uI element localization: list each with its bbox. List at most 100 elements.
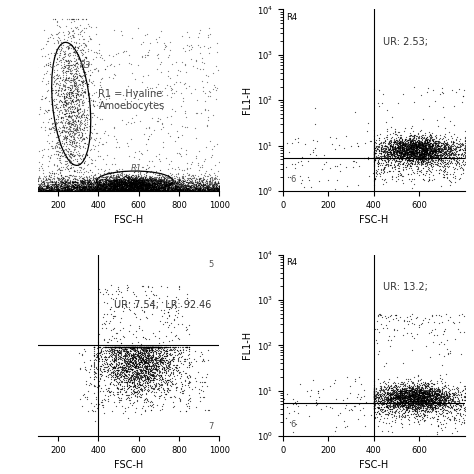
Point bbox=[147, 180, 155, 188]
Point bbox=[424, 392, 431, 400]
Point bbox=[70, 127, 77, 135]
Point bbox=[172, 185, 180, 192]
Point bbox=[149, 181, 157, 189]
Point bbox=[115, 346, 123, 354]
Point bbox=[422, 139, 429, 146]
Point bbox=[37, 176, 45, 184]
Point bbox=[420, 386, 428, 394]
Point bbox=[156, 351, 164, 359]
Point bbox=[413, 142, 420, 149]
Point bbox=[124, 184, 132, 191]
Point bbox=[410, 396, 418, 404]
Point bbox=[151, 176, 159, 184]
Point bbox=[189, 180, 196, 187]
Point bbox=[142, 374, 149, 381]
Point bbox=[210, 185, 218, 192]
Point bbox=[111, 184, 118, 192]
Point bbox=[116, 177, 124, 185]
Point bbox=[77, 182, 84, 189]
Point bbox=[138, 306, 146, 313]
Point bbox=[111, 343, 118, 351]
Point bbox=[415, 394, 422, 402]
Point bbox=[98, 184, 105, 191]
Point bbox=[439, 139, 447, 147]
Point bbox=[119, 185, 127, 192]
Point bbox=[125, 186, 133, 194]
Point bbox=[398, 137, 405, 145]
Point bbox=[123, 173, 130, 181]
Point bbox=[442, 153, 449, 161]
Point bbox=[143, 345, 150, 353]
Point bbox=[180, 180, 187, 187]
Point bbox=[374, 375, 382, 383]
Point bbox=[422, 399, 429, 406]
Point bbox=[382, 163, 389, 171]
Point bbox=[402, 143, 410, 150]
Point bbox=[123, 181, 131, 189]
Point bbox=[164, 179, 171, 187]
Point bbox=[212, 180, 220, 188]
Point bbox=[127, 372, 134, 380]
Point bbox=[437, 155, 445, 163]
Point bbox=[68, 186, 76, 193]
Point bbox=[93, 175, 100, 183]
Point bbox=[57, 115, 65, 122]
Point bbox=[138, 179, 146, 186]
Point bbox=[435, 319, 443, 327]
Point bbox=[117, 175, 125, 183]
Point bbox=[433, 311, 440, 319]
Point bbox=[356, 432, 364, 440]
Point bbox=[412, 143, 420, 151]
Point bbox=[378, 161, 385, 168]
Point bbox=[125, 365, 132, 373]
Point bbox=[215, 180, 223, 187]
Point bbox=[123, 181, 131, 188]
Point bbox=[202, 182, 210, 190]
Point bbox=[208, 185, 215, 193]
Point bbox=[195, 179, 202, 187]
Point bbox=[135, 182, 142, 190]
Point bbox=[111, 343, 118, 351]
Point bbox=[177, 179, 185, 186]
Point bbox=[408, 137, 415, 145]
Point bbox=[118, 366, 126, 374]
Point bbox=[121, 180, 129, 188]
Point bbox=[148, 356, 156, 363]
Point bbox=[156, 371, 164, 379]
Point bbox=[427, 145, 434, 153]
Point bbox=[152, 187, 159, 195]
Point bbox=[148, 343, 156, 351]
Point bbox=[143, 185, 151, 192]
Point bbox=[110, 181, 118, 188]
Point bbox=[440, 388, 447, 396]
Point bbox=[105, 346, 113, 353]
Point bbox=[408, 391, 415, 398]
Point bbox=[424, 146, 431, 154]
Point bbox=[96, 182, 104, 190]
Point bbox=[86, 66, 94, 73]
Point bbox=[100, 364, 108, 371]
Point bbox=[387, 405, 395, 413]
Point bbox=[61, 181, 68, 188]
Point bbox=[401, 164, 409, 171]
Point bbox=[400, 146, 408, 153]
Point bbox=[399, 153, 407, 160]
Point bbox=[156, 167, 164, 174]
Point bbox=[414, 143, 422, 151]
Point bbox=[132, 177, 139, 184]
Point bbox=[453, 140, 461, 147]
Point bbox=[419, 148, 426, 156]
Point bbox=[138, 345, 146, 353]
Point bbox=[424, 150, 432, 157]
Point bbox=[101, 184, 109, 191]
Point bbox=[172, 363, 179, 371]
Point bbox=[117, 185, 125, 192]
Point bbox=[122, 374, 129, 382]
Point bbox=[157, 181, 165, 189]
Point bbox=[138, 348, 146, 356]
Point bbox=[112, 179, 119, 186]
Point bbox=[428, 388, 436, 395]
Point bbox=[122, 347, 130, 355]
Point bbox=[454, 384, 462, 392]
Point bbox=[129, 172, 137, 179]
